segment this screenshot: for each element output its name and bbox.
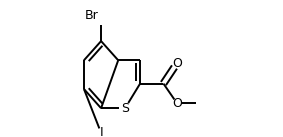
Text: Br: Br	[85, 9, 98, 22]
Text: O: O	[172, 57, 182, 69]
Text: O: O	[172, 97, 182, 110]
Text: S: S	[121, 102, 129, 115]
Text: I: I	[99, 126, 103, 137]
